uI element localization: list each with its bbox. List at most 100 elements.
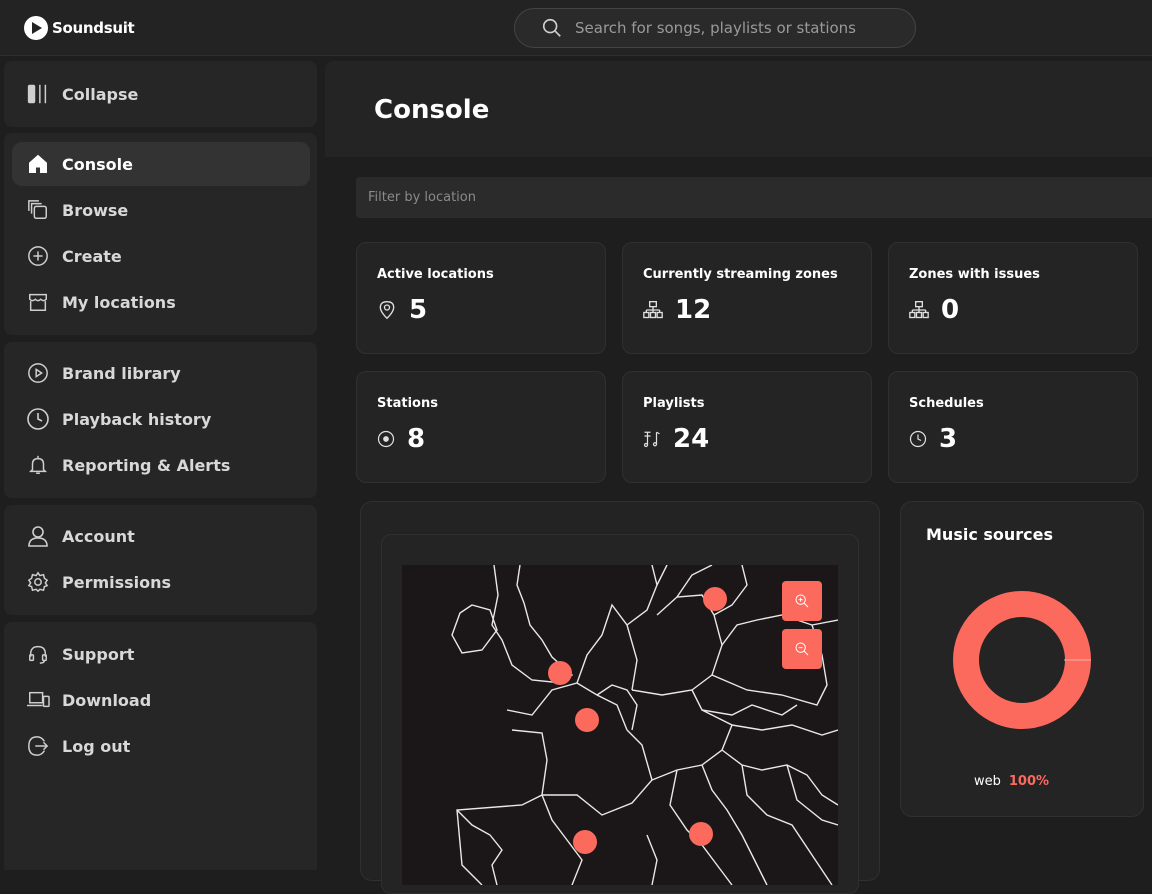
sidebar-help-group: Support Download Log out	[4, 622, 317, 870]
sidebar-item-label: Reporting & Alerts	[62, 455, 231, 475]
sidebar-item-support[interactable]: Support	[12, 632, 310, 676]
sidebar-item-playback-history[interactable]: Playback history	[12, 397, 310, 441]
sidebar-item-label: Playback history	[62, 409, 212, 429]
zoom-out-icon	[795, 642, 809, 656]
sidebar-item-label: Brand library	[62, 363, 181, 383]
devices-icon	[26, 688, 50, 712]
stat-card-playlists[interactable]: Playlists 24	[622, 371, 872, 483]
music-sources-card: Music sources web 100%	[900, 501, 1144, 817]
bell-icon	[26, 453, 50, 477]
headset-icon	[26, 642, 50, 666]
sidebar-item-log-out[interactable]: Log out	[12, 724, 310, 768]
sidebar-item-create[interactable]: Create	[12, 234, 310, 278]
location-marker[interactable]	[703, 587, 727, 611]
stat-label: Stations	[377, 396, 438, 411]
map-frame	[381, 534, 859, 894]
sidebar-item-permissions[interactable]: Permissions	[12, 560, 310, 604]
browse-icon	[26, 198, 50, 222]
donut-slice-web[interactable]	[953, 591, 1091, 729]
sidebar-item-reporting-alerts[interactable]: Reporting & Alerts	[12, 443, 310, 487]
home-icon	[26, 152, 50, 176]
playlist-icon	[643, 431, 660, 448]
disc-icon	[377, 430, 395, 448]
location-marker[interactable]	[548, 661, 572, 685]
location-pin-icon	[379, 300, 395, 320]
sidebar-item-console[interactable]: Console	[12, 142, 310, 186]
stat-value: 0	[941, 295, 960, 325]
clock-icon	[909, 430, 927, 448]
app-name: Soundsuit	[52, 19, 135, 37]
collapse-label: Collapse	[62, 84, 139, 104]
stat-label: Zones with issues	[909, 267, 1040, 282]
stat-card-zones-with-issues[interactable]: Zones with issues 0	[888, 242, 1138, 354]
sidebar-item-brand-library[interactable]: Brand library	[12, 351, 310, 395]
stat-value: 5	[409, 295, 428, 325]
legend-source-percent: 100%	[1008, 774, 1050, 789]
stat-card-active-locations[interactable]: Active locations 5	[356, 242, 606, 354]
sidebar-item-account[interactable]: Account	[12, 514, 310, 558]
search-bar[interactable]	[514, 8, 916, 48]
music-sources-legend: web 100%	[974, 774, 1049, 789]
app-logo[interactable]: Soundsuit	[24, 16, 135, 40]
stat-label: Schedules	[909, 396, 984, 411]
store-icon	[26, 290, 50, 314]
stat-card-stations[interactable]: Stations 8	[356, 371, 606, 483]
map-card	[360, 501, 880, 894]
stat-label: Playlists	[643, 396, 705, 411]
sidebar-item-download[interactable]: Download	[12, 678, 310, 722]
stat-card-schedules[interactable]: Schedules 3	[888, 371, 1138, 483]
logo-icon	[24, 16, 48, 40]
play-circle-icon	[26, 361, 50, 385]
search-icon	[542, 18, 561, 37]
logout-icon	[26, 734, 50, 758]
sidebar-item-label: Create	[62, 246, 122, 266]
zoom-in-button[interactable]	[782, 581, 822, 621]
sidebar-item-label: Support	[62, 644, 135, 664]
sidebar-collapse-group: Collapse	[4, 61, 317, 127]
map-borders	[451, 565, 838, 885]
sidebar-item-label: Console	[62, 154, 133, 174]
map-markers	[548, 587, 727, 854]
location-marker[interactable]	[689, 822, 713, 846]
stat-card-streaming-zones[interactable]: Currently streaming zones 12	[622, 242, 872, 354]
location-filter-input[interactable]	[368, 190, 968, 205]
stat-value: 3	[939, 424, 958, 454]
location-marker[interactable]	[575, 708, 599, 732]
sidebar-library-group: Brand library Playback history Reporting…	[4, 342, 317, 498]
stat-label: Active locations	[377, 267, 494, 282]
user-icon	[26, 524, 50, 548]
sidebar-item-label: Browse	[62, 200, 129, 220]
sidebar-item-label: Log out	[62, 736, 131, 756]
sidebar-account-group: Account Permissions	[4, 505, 317, 615]
europe-map[interactable]	[402, 565, 838, 885]
sidebar-item-label: My locations	[62, 292, 176, 312]
collapse-icon	[26, 82, 50, 106]
clock-icon	[26, 407, 50, 431]
music-sources-title: Music sources	[926, 525, 1054, 544]
top-bar: Soundsuit	[0, 0, 1152, 56]
sidebar-main-group: Console Browse Create My locations	[4, 133, 317, 335]
main-content: Console Active locations 5 Currently str…	[325, 61, 1152, 894]
page-header: Console	[325, 61, 1152, 157]
zoom-out-button[interactable]	[782, 629, 822, 669]
stat-value: 24	[673, 424, 710, 454]
sidebar-item-label: Account	[62, 526, 135, 546]
stat-label: Currently streaming zones	[643, 267, 838, 282]
search-input[interactable]	[575, 19, 905, 37]
sidebar-item-label: Permissions	[62, 572, 172, 592]
sidebar-item-browse[interactable]: Browse	[12, 188, 310, 232]
page-title: Console	[374, 95, 490, 125]
zoom-in-icon	[795, 594, 809, 608]
collapse-button[interactable]: Collapse	[12, 72, 310, 116]
legend-source-name: web	[974, 774, 1001, 789]
network-icon	[643, 301, 663, 319]
sidebar-item-my-locations[interactable]: My locations	[12, 280, 310, 324]
sidebar-item-label: Download	[62, 690, 152, 710]
gear-icon	[26, 570, 50, 594]
location-marker[interactable]	[573, 830, 597, 854]
network-icon	[909, 301, 929, 319]
plus-circle-icon	[26, 244, 50, 268]
stat-value: 8	[407, 424, 426, 454]
music-sources-donut	[953, 591, 1091, 729]
location-filter[interactable]	[356, 177, 1152, 218]
